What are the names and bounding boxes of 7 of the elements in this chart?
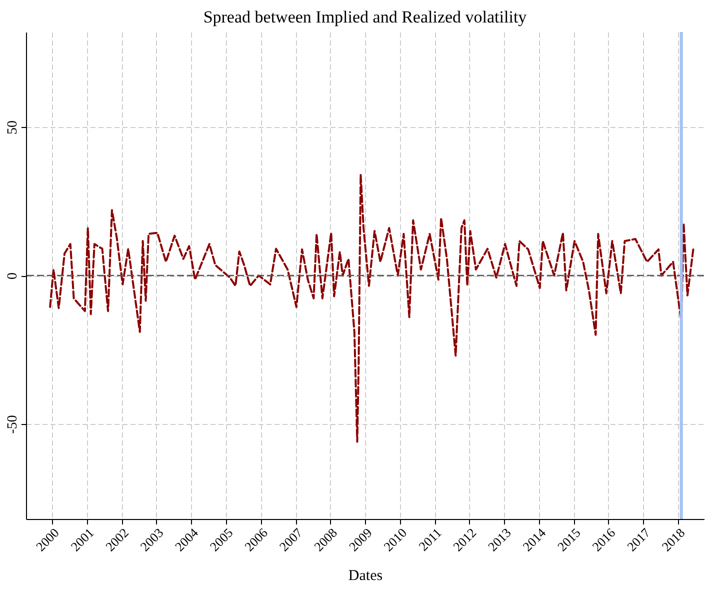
x-tick-label: 2011	[416, 525, 444, 554]
y-tick-label: 50	[6, 120, 20, 135]
y-tick-label: 0	[6, 272, 20, 280]
line-series	[49, 174, 694, 443]
y-tick-label: -50	[6, 415, 20, 434]
x-axis-title: Dates	[348, 568, 383, 584]
chart-title: Spread between Implied and Realized volatility	[203, 8, 528, 26]
